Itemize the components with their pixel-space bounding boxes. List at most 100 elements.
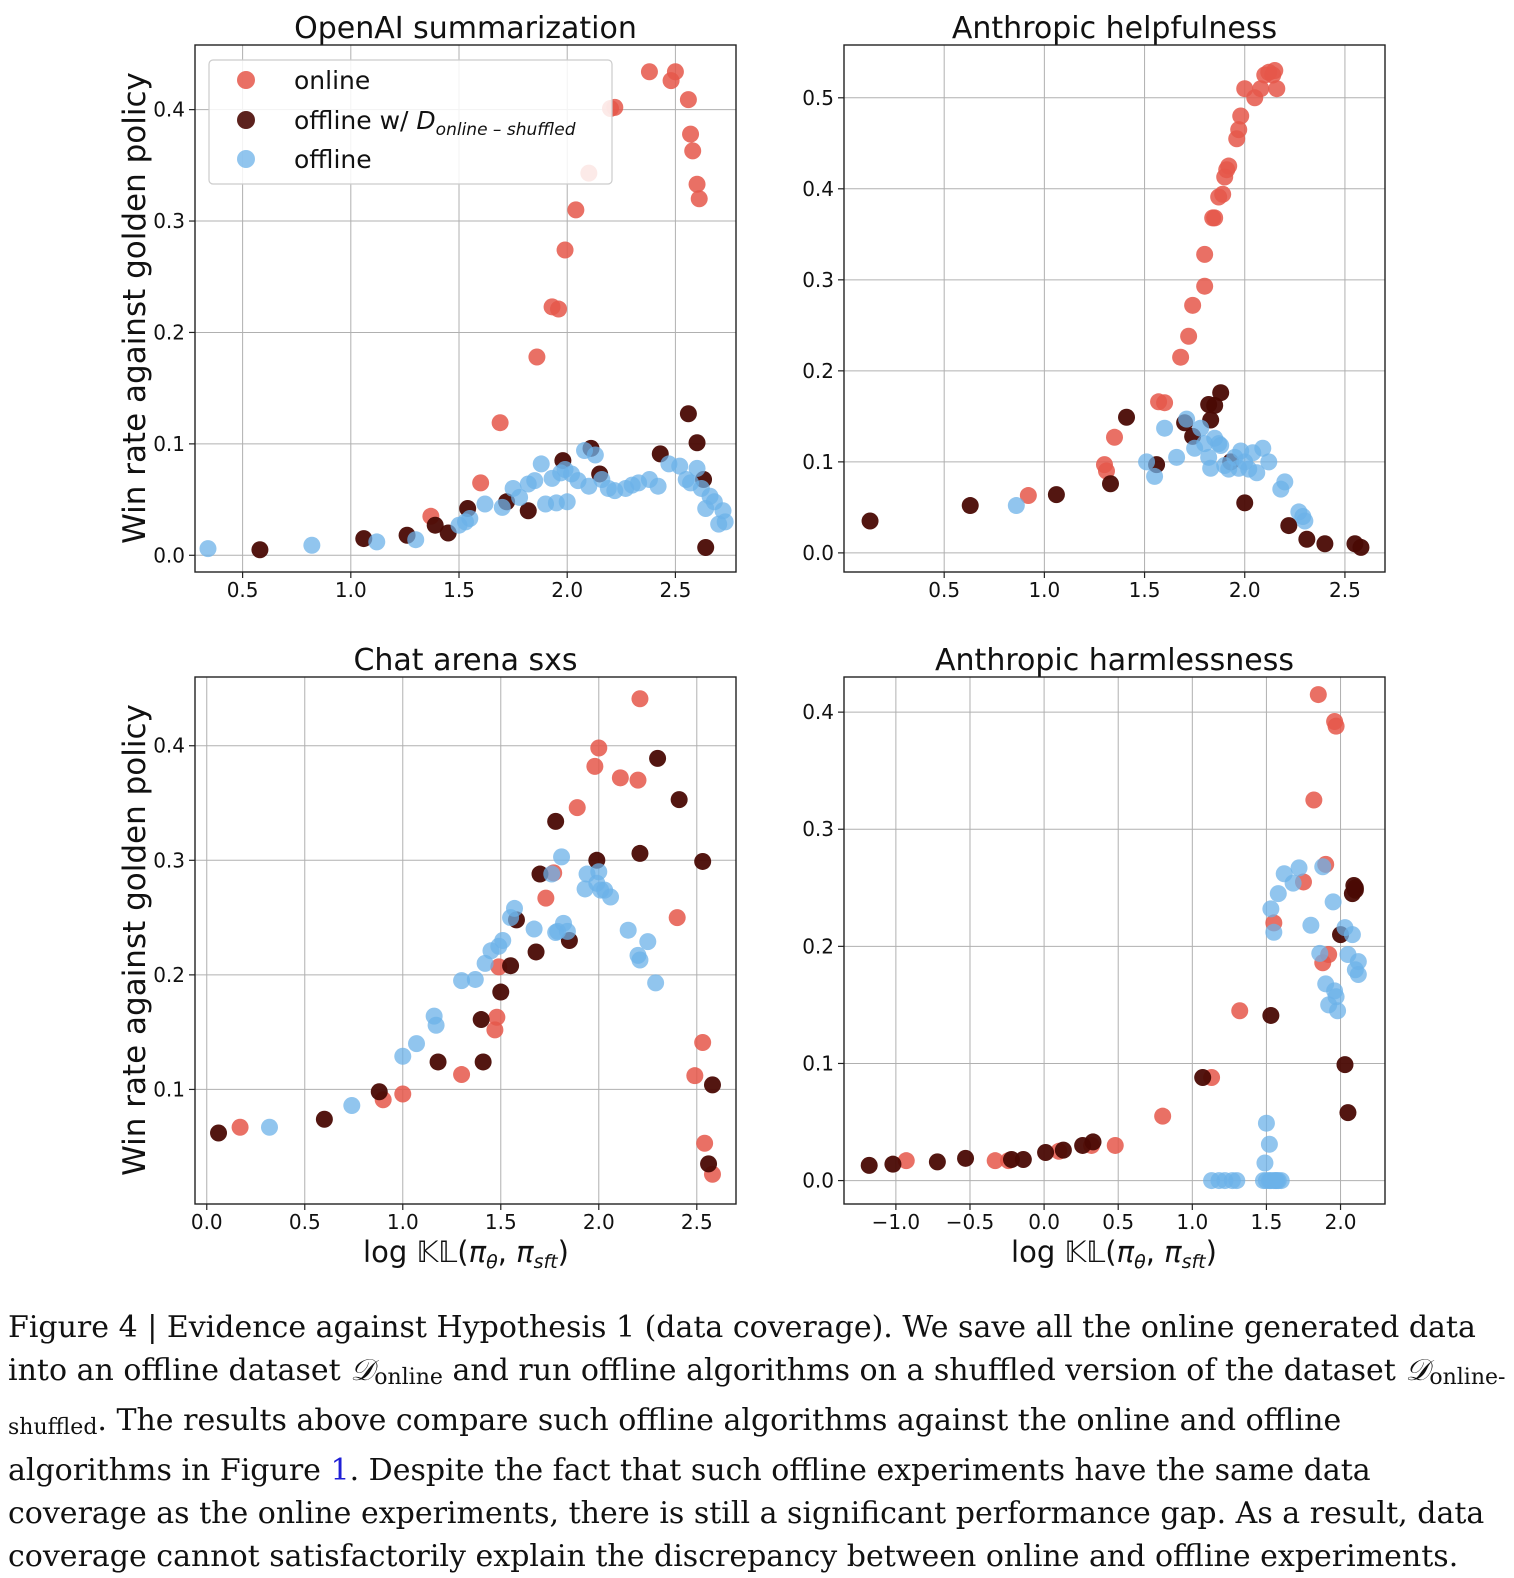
x-tick-label: 1.0 [387, 1210, 419, 1234]
data-point-offline [1156, 419, 1174, 437]
data-point-offline [1284, 874, 1302, 892]
data-point-offline_shuffled [1014, 1150, 1032, 1168]
y-tick-label: 0.2 [153, 963, 185, 987]
data-point-online [1252, 80, 1270, 98]
panel-1: OpenAI summarization 0.5 1.0 1.5 2.0 2.5 0.0 0.… [153, 11, 737, 602]
data-point-online [1180, 327, 1198, 345]
data-point-offline [1327, 988, 1345, 1006]
data-point-offline [453, 972, 471, 990]
legend: online offline w/ Donline – shuffled off… [208, 59, 613, 185]
data-point-offline [639, 933, 657, 951]
data-point-offline [543, 865, 561, 883]
caption-dataset-sub: online [374, 1365, 443, 1390]
data-point-offline_shuffled [679, 405, 697, 423]
data-point-offline_shuffled [474, 1053, 492, 1071]
data-point-online [1106, 1136, 1124, 1154]
y-axis-label-bottom: Win rate against golden policy [117, 704, 153, 1176]
data-point-online [1019, 487, 1037, 505]
data-point-online [1230, 121, 1248, 139]
data-point-online [1220, 157, 1238, 175]
y-tick-label: 0.2 [153, 320, 185, 344]
data-point-offline_shuffled [370, 1083, 388, 1101]
x-tick-label: 0.5 [928, 578, 960, 602]
y-tick-label: 0.1 [802, 1051, 834, 1075]
caption-text-1: Figure 4 | Evidence against Hypothesis 1… [8, 1310, 1476, 1388]
data-point-offline_shuffled [1194, 1069, 1212, 1087]
data-point-offline_shuffled [694, 852, 712, 870]
y-tick-label: 0.4 [802, 177, 834, 201]
data-point-offline [716, 513, 734, 531]
data-point-offline_shuffled [928, 1153, 946, 1171]
x-axis-label-left: log 𝕂𝕃(πθ, πsft) [363, 1235, 569, 1273]
data-point-offline_shuffled [631, 844, 649, 862]
figure: OpenAI summarization 0.5 1.0 1.5 2.0 2.5 0.0 0.… [117, 11, 1386, 1273]
data-point-online [1309, 686, 1327, 704]
data-point-offline [199, 540, 217, 558]
data-point-online [537, 889, 555, 907]
data-point-online [590, 739, 608, 757]
data-point-offline_shuffled [1054, 1141, 1072, 1159]
data-point-offline_shuffled [519, 502, 537, 520]
panels: OpenAI summarization 0.5 1.0 1.5 2.0 2.5 0.0 0.… [153, 11, 1386, 1234]
data-point-online [1172, 348, 1190, 366]
y-tick-label: 0.1 [802, 450, 834, 474]
data-point-offline [1248, 464, 1266, 482]
data-point-offline [1324, 893, 1342, 911]
figure-reference-link[interactable]: 1 [330, 1453, 350, 1488]
data-point-offline [558, 922, 576, 940]
series-offline [260, 848, 665, 1136]
data-point-online [694, 1033, 712, 1051]
data-point-offline_shuffled [492, 983, 510, 1001]
data-point-offline [1302, 916, 1320, 934]
chart-title: Chat arena sxs [353, 643, 577, 678]
data-point-offline_shuffled [1336, 1056, 1354, 1074]
data-point-online [231, 1118, 249, 1136]
data-point-offline [1269, 885, 1287, 903]
legend-marker-offline [237, 150, 255, 168]
data-point-offline_shuffled [210, 1124, 228, 1142]
data-point-offline [671, 457, 689, 475]
data-point-online [1206, 209, 1224, 227]
data-point-online [1214, 185, 1232, 203]
data-point-offline [1296, 512, 1314, 530]
data-point-offline_shuffled [861, 512, 879, 530]
chart-title: OpenAI summarization [294, 11, 637, 46]
data-point-offline_shuffled [1084, 1133, 1102, 1151]
data-point-online [696, 1134, 714, 1152]
x-tick-label: 2.5 [681, 1210, 713, 1234]
x-tick-label: 0.5 [227, 578, 259, 602]
data-point-offline [553, 848, 571, 866]
data-point-online [394, 1085, 412, 1103]
x-tick-label: 2.0 [1229, 578, 1261, 602]
data-point-offline [526, 472, 544, 490]
y-tick-label: 0.1 [153, 432, 185, 456]
data-point-offline [368, 533, 386, 551]
plot-frame [194, 44, 737, 573]
caption-text-4: . Despite the fact that such offline exp… [8, 1453, 1485, 1574]
data-point-offline_shuffled [1118, 408, 1136, 426]
data-point-offline [631, 951, 649, 969]
y-tick-label: 0.1 [153, 1077, 185, 1101]
data-point-offline_shuffled [315, 1110, 333, 1128]
data-point-offline_shuffled [700, 1155, 718, 1173]
caption-shuffled-symbol: 𝒟 [1405, 1353, 1430, 1388]
data-point-offline [260, 1118, 278, 1136]
x-tick-label: 0.5 [289, 1210, 321, 1234]
data-point-online [666, 63, 684, 81]
data-point-offline [1192, 419, 1210, 437]
data-point-offline_shuffled [472, 1011, 490, 1029]
data-point-offline [461, 510, 479, 528]
x-tick-label: 1.5 [443, 578, 475, 602]
data-point-offline_shuffled [703, 1076, 721, 1094]
legend-box [208, 59, 613, 185]
legend-marker-offline-shuffled [237, 111, 255, 129]
data-point-online [550, 300, 568, 318]
data-point-offline_shuffled [1346, 879, 1364, 897]
data-point-offline_shuffled [426, 516, 444, 534]
x-tick-label: 1.5 [1129, 578, 1161, 602]
data-point-offline [466, 970, 484, 988]
data-point-offline_shuffled [1316, 535, 1334, 553]
caption-dataset-symbol: 𝒟 [350, 1353, 375, 1388]
data-point-offline [1349, 953, 1367, 971]
x-tick-label: 1.0 [1176, 1210, 1208, 1234]
